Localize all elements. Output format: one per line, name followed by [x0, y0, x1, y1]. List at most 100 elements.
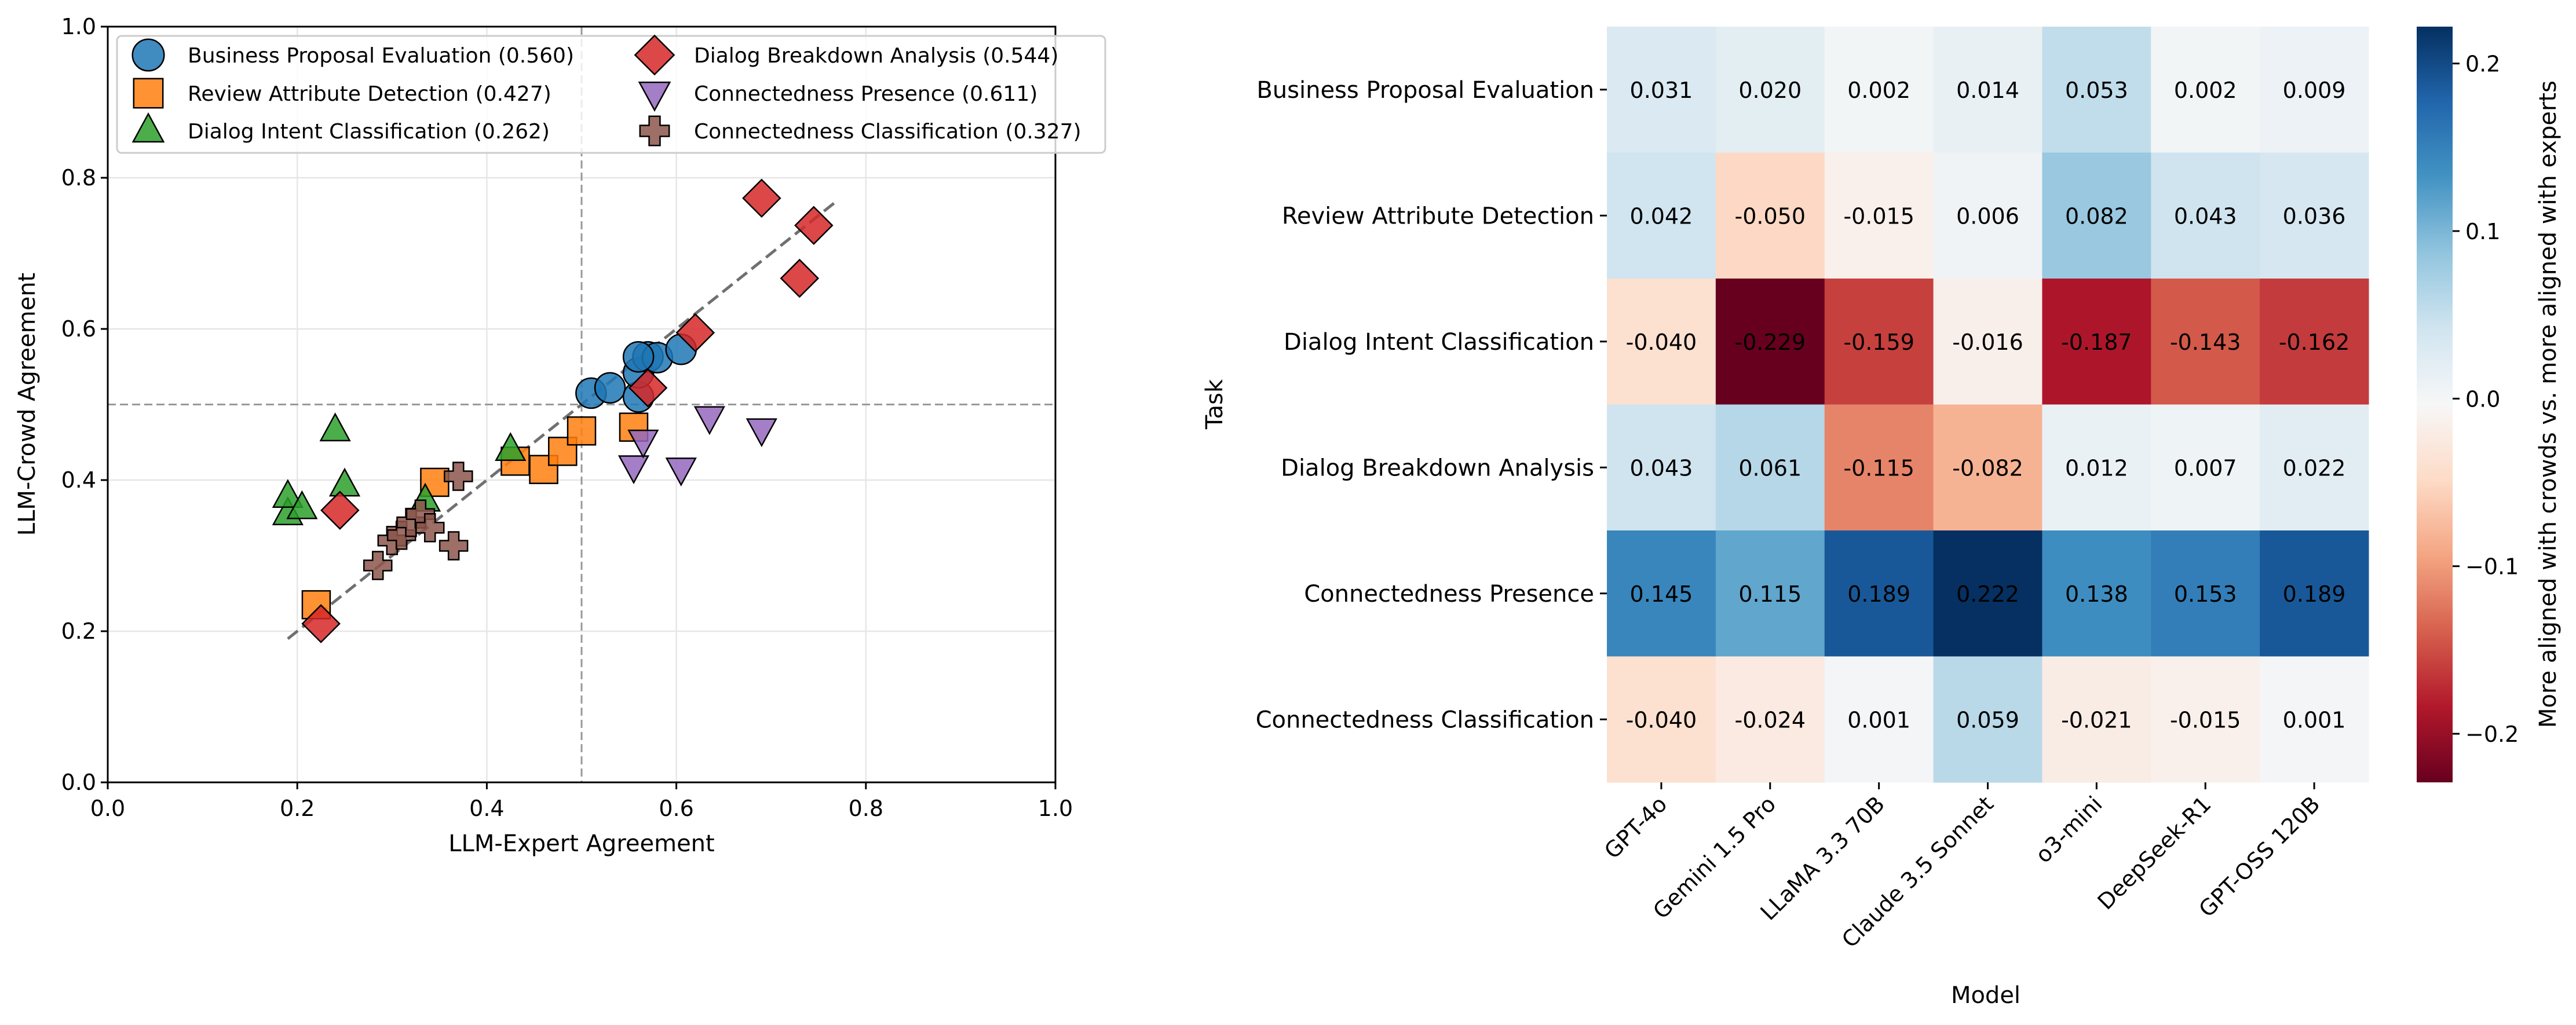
legend-label-connectedness-classification: Connectedness Classification (0.327) — [694, 120, 1081, 144]
heatmap-cell — [2042, 152, 2151, 279]
heatmap-cell-value: 0.006 — [1956, 203, 2019, 229]
heatmap-cell-value: 0.189 — [2283, 581, 2346, 607]
heatmap-cell — [1933, 404, 2042, 531]
connectedness-classification-point — [415, 512, 445, 543]
heatmap-cell-value: 0.022 — [2283, 455, 2346, 481]
y-tick-label: 0.6 — [61, 316, 96, 342]
dialog-breakdown-analysis-point — [320, 490, 360, 530]
y-axis-label: LLM-Crowd Agreement — [14, 273, 41, 536]
heatmap-cell — [2151, 530, 2260, 657]
heatmap-cell-value: 0.014 — [1956, 78, 2019, 103]
heatmap-cell-value: 0.059 — [1956, 707, 2019, 733]
heatmap-cell-value: 0.061 — [1738, 455, 1802, 481]
x-tick-label: 0.2 — [280, 796, 315, 821]
heatmap-row-labels: Business Proposal Evaluation Review Attri… — [1256, 77, 1607, 733]
heatmap-cell-value: -0.050 — [1735, 203, 1806, 229]
heatmap-col-label: GPT-4o — [1599, 791, 1672, 863]
heatmap-cell — [2042, 656, 2151, 783]
heatmap-cell-value: -0.040 — [1626, 330, 1697, 355]
y-tick-label: 0.0 — [61, 770, 96, 795]
heatmap-cell-value: 0.002 — [1847, 78, 1910, 103]
dialog-intent-classification-point — [319, 412, 351, 442]
heatmap-cell-value: -0.115 — [1843, 455, 1914, 481]
colorbar-tick-label: −0.2 — [2465, 722, 2519, 747]
heatmap-cell-value: 0.002 — [2174, 78, 2237, 103]
legend-marker-dialog-breakdown-analysis — [634, 34, 675, 76]
heatmap-cell — [2151, 404, 2260, 531]
dialog-breakdown-analysis-point — [628, 368, 668, 408]
heatmap-cell-value: 0.082 — [2065, 203, 2128, 229]
review-attribute-detection-point — [567, 416, 597, 446]
dialog-intent-classification-point — [272, 479, 304, 508]
scatter-points — [272, 178, 834, 643]
heatmap-row-label: Dialog Breakdown Analysis — [1281, 455, 1594, 481]
business-proposal-evaluation-point — [622, 341, 655, 373]
connectedness-classification-point — [444, 462, 473, 491]
x-axis-ticks: 0.0 0.2 0.4 0.6 0.8 1.0 — [90, 782, 1073, 821]
connectedness-presence-point — [627, 429, 659, 459]
heatmap-cell-value: 0.145 — [1630, 581, 1693, 607]
legend-marker-connectedness-presence — [638, 81, 671, 112]
heatmap-cell — [1824, 404, 1934, 531]
x-tick-label: 0.0 — [90, 796, 125, 821]
heatmap-cell — [1607, 279, 1716, 405]
heatmap-cell-value: 0.053 — [2065, 78, 2128, 103]
dialog-breakdown-analysis-point — [301, 604, 341, 643]
heatmap-cell-value: 0.189 — [1847, 581, 1910, 607]
heatmap-cell — [2260, 404, 2369, 531]
heatmap-cell — [1933, 656, 2042, 783]
legend: Business Proposal Evaluation (0.560) Revi… — [116, 34, 1106, 154]
heatmap-cell — [1715, 530, 1825, 657]
heatmap-cell — [1933, 279, 2042, 405]
heatmap-cell — [2042, 279, 2151, 405]
heatmap-cell — [2042, 404, 2151, 531]
heatmap-cell-value: 0.043 — [2174, 203, 2237, 229]
heatmap-cell — [1607, 656, 1716, 783]
heatmap-cell — [2260, 27, 2369, 153]
dialog-intent-classification-point — [495, 432, 527, 462]
dialog-breakdown-analysis-point — [742, 178, 781, 218]
heatmap-cell-value: -0.159 — [1843, 330, 1914, 355]
heatmap-cell — [1607, 530, 1716, 657]
heatmap-cell — [1933, 530, 2042, 657]
legend-label-dialog-intent-classification: Dialog Intent Classification (0.262) — [188, 120, 550, 144]
scatter-plot: 0.0 0.2 0.4 0.6 0.8 1.0 0.0 0.2 0.4 0.6 0.8 1.0 LL… — [14, 14, 1106, 857]
connectedness-presence-point — [746, 418, 777, 448]
heatmap-cell-value: 0.153 — [2174, 581, 2237, 607]
heatmap-cell — [1933, 27, 2042, 153]
y-tick-label: 1.0 — [61, 14, 96, 39]
heatmap-cell — [2260, 279, 2369, 405]
y-tick-label: 0.8 — [61, 165, 96, 191]
heatmap-cell — [2260, 656, 2369, 783]
heatmap-cell — [2042, 27, 2151, 153]
x-tick-label: 1.0 — [1038, 796, 1073, 821]
dialog-breakdown-analysis-point — [794, 206, 834, 245]
heatmap-cell-value: 0.020 — [1738, 78, 1802, 103]
heatmap-cell-value: -0.162 — [2279, 330, 2350, 355]
x-axis-label: LLM-Expert Agreement — [448, 830, 714, 857]
legend-label-business-proposal-evaluation: Business Proposal Evaluation (0.560) — [188, 44, 574, 68]
heatmap-cell-value: -0.021 — [2061, 707, 2132, 733]
heatmap-cell — [1824, 27, 1934, 153]
heatmap-cell-value: 0.009 — [2283, 78, 2346, 103]
connectedness-presence-point — [665, 457, 697, 487]
business-proposal-evaluation-point — [594, 372, 626, 404]
heatmap-cell-value: -0.082 — [1952, 455, 2023, 481]
heatmap-y-axis-label: Task — [1201, 379, 1228, 430]
heatmap-cell-value: 0.042 — [1630, 203, 1693, 229]
heatmap-cell — [1607, 404, 1716, 531]
heatmap-cell — [1715, 152, 1825, 279]
colorbar: −0.2 −0.1 0.0 0.1 0.2 More aligned with crow… — [2417, 27, 2562, 782]
dialog-intent-classification-point — [286, 490, 318, 519]
dialog-breakdown-analysis-point — [780, 258, 820, 298]
x-tick-label: 0.6 — [659, 796, 693, 821]
y-tick-label: 0.4 — [61, 467, 96, 493]
heatmap-cell-value: -0.040 — [1626, 707, 1697, 733]
heatmap-cell-value: -0.143 — [2170, 330, 2241, 355]
heatmap-cell — [2151, 27, 2260, 153]
legend-label-review-attribute-detection: Review Attribute Detection (0.427) — [188, 82, 551, 106]
heatmap-cell — [1933, 152, 2042, 279]
heatmap-cell — [1715, 27, 1825, 153]
